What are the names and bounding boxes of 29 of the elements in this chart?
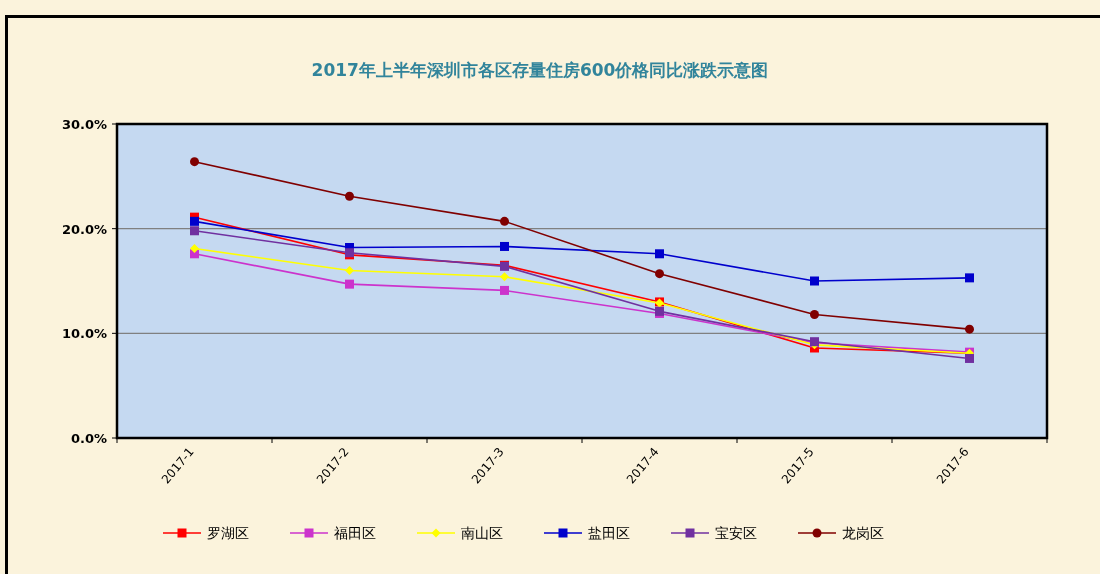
point (810, 276, 819, 286)
legend-label: 宝安区 (715, 525, 757, 541)
y-tick-label: 10.0% (61, 326, 107, 342)
point (965, 324, 974, 334)
point (655, 269, 664, 279)
point (965, 353, 974, 363)
point (190, 244, 199, 254)
point (500, 285, 509, 295)
point (500, 241, 509, 251)
point (190, 226, 199, 236)
point (190, 216, 199, 226)
point (655, 249, 664, 259)
y-tick-label: 0.0% (70, 431, 107, 446)
chart-title: 2017年上半年深圳市各区存量住房600价格同比涨跌示意图 (311, 60, 769, 80)
y-tick-label: 20.0% (61, 221, 107, 237)
point (500, 272, 509, 282)
legend-label: 罗湖区 (207, 525, 249, 541)
point (965, 273, 974, 283)
point (190, 157, 199, 167)
legend-label: 南山区 (461, 525, 503, 541)
y-tick-label: 30.0% (61, 117, 107, 132)
point (345, 266, 354, 276)
point (810, 309, 819, 319)
legend-label: 盐田区 (588, 525, 630, 541)
legend-label: 福田区 (334, 525, 376, 541)
point (345, 191, 354, 201)
point (345, 279, 354, 289)
legend-label: 龙岗区 (842, 525, 884, 541)
point (500, 216, 509, 226)
